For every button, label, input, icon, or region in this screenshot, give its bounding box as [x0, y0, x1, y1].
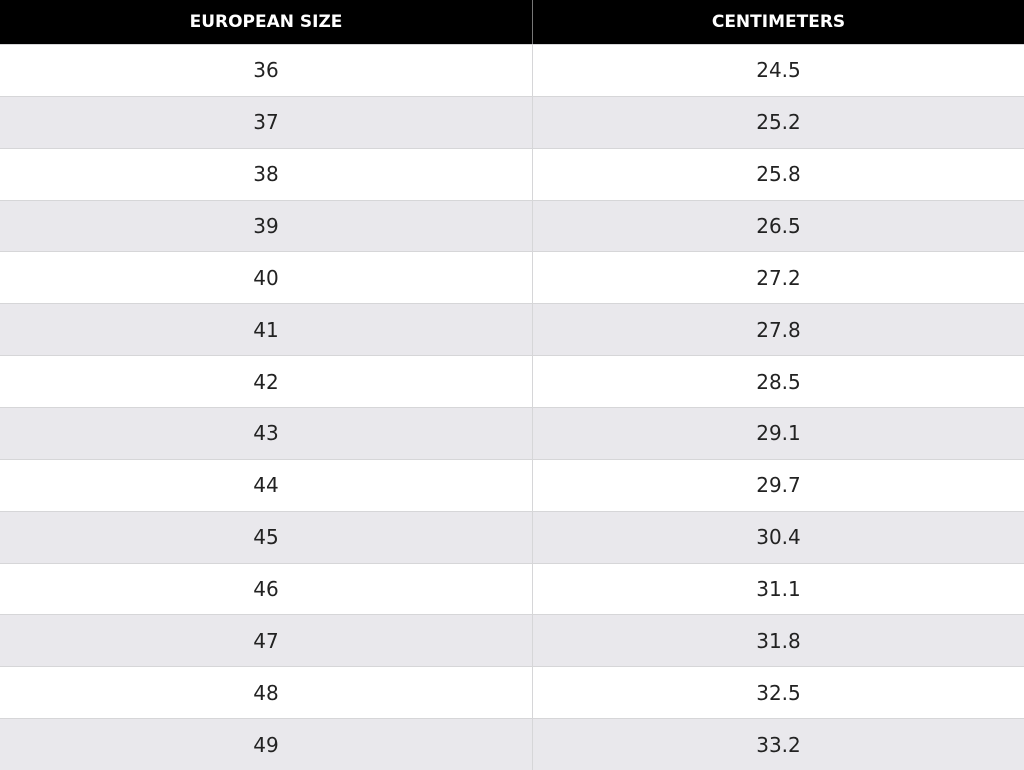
table-cell: 26.5 [756, 213, 801, 238]
table-row: 41 27.8 [0, 303, 1024, 356]
table-cell: 27.8 [756, 317, 801, 342]
table-cell: 31.8 [756, 628, 801, 653]
table-cell: 24.5 [756, 58, 801, 83]
table-cell: 25.8 [756, 162, 801, 187]
table-cell: 38 [0, 148, 533, 200]
table-row: 44 29.7 [0, 458, 1024, 511]
table-cell: 29.1 [756, 421, 801, 446]
table-cell: 32.5 [756, 680, 801, 705]
table-row: 43 29.1 [0, 407, 1024, 459]
table-row: 38 25.8 [0, 147, 1024, 200]
table-cell: 43 [0, 408, 533, 459]
header-row: EUROPEAN SIZE CENTIMETERS [0, 0, 1024, 44]
table-cell: 45 [0, 511, 533, 563]
table-row: 45 30.4 [0, 510, 1024, 563]
header-cell: CENTIMETERS [711, 12, 846, 32]
table-cell: 46 [0, 563, 533, 615]
table-cell: 31.1 [756, 576, 801, 601]
table-cell: 25.2 [756, 110, 801, 135]
table-row: 47 31.8 [0, 614, 1024, 667]
table-row: 48 32.5 [0, 666, 1024, 719]
table-row: 46 31.1 [0, 562, 1024, 615]
table-cell: 39 [0, 200, 533, 252]
table-cell: 47 [0, 615, 533, 667]
table-cell: 29.7 [756, 473, 801, 498]
table-cell: 49 [0, 719, 533, 770]
header-cell: EUROPEAN SIZE [0, 0, 533, 44]
table-cell: 33.2 [756, 732, 801, 757]
table-cell: 30.4 [756, 525, 801, 550]
table-row: 37 25.2 [0, 95, 1024, 148]
table-row: 36 24.5 [0, 44, 1024, 96]
table-cell: 44 [0, 459, 533, 511]
table-cell: 40 [0, 252, 533, 304]
table-row: 39 26.5 [0, 199, 1024, 252]
table-cell: 41 [0, 304, 533, 356]
table-row: 42 28.5 [0, 355, 1024, 407]
table-cell: 36 [0, 45, 533, 96]
table-cell: 27.2 [756, 265, 801, 290]
table-row: 40 27.2 [0, 251, 1024, 304]
table-cell: 48 [0, 667, 533, 719]
table-cell: 28.5 [756, 369, 801, 394]
table-cell: 37 [0, 96, 533, 148]
table-cell: 42 [0, 356, 533, 407]
table-row: 49 33.2 [0, 718, 1024, 770]
